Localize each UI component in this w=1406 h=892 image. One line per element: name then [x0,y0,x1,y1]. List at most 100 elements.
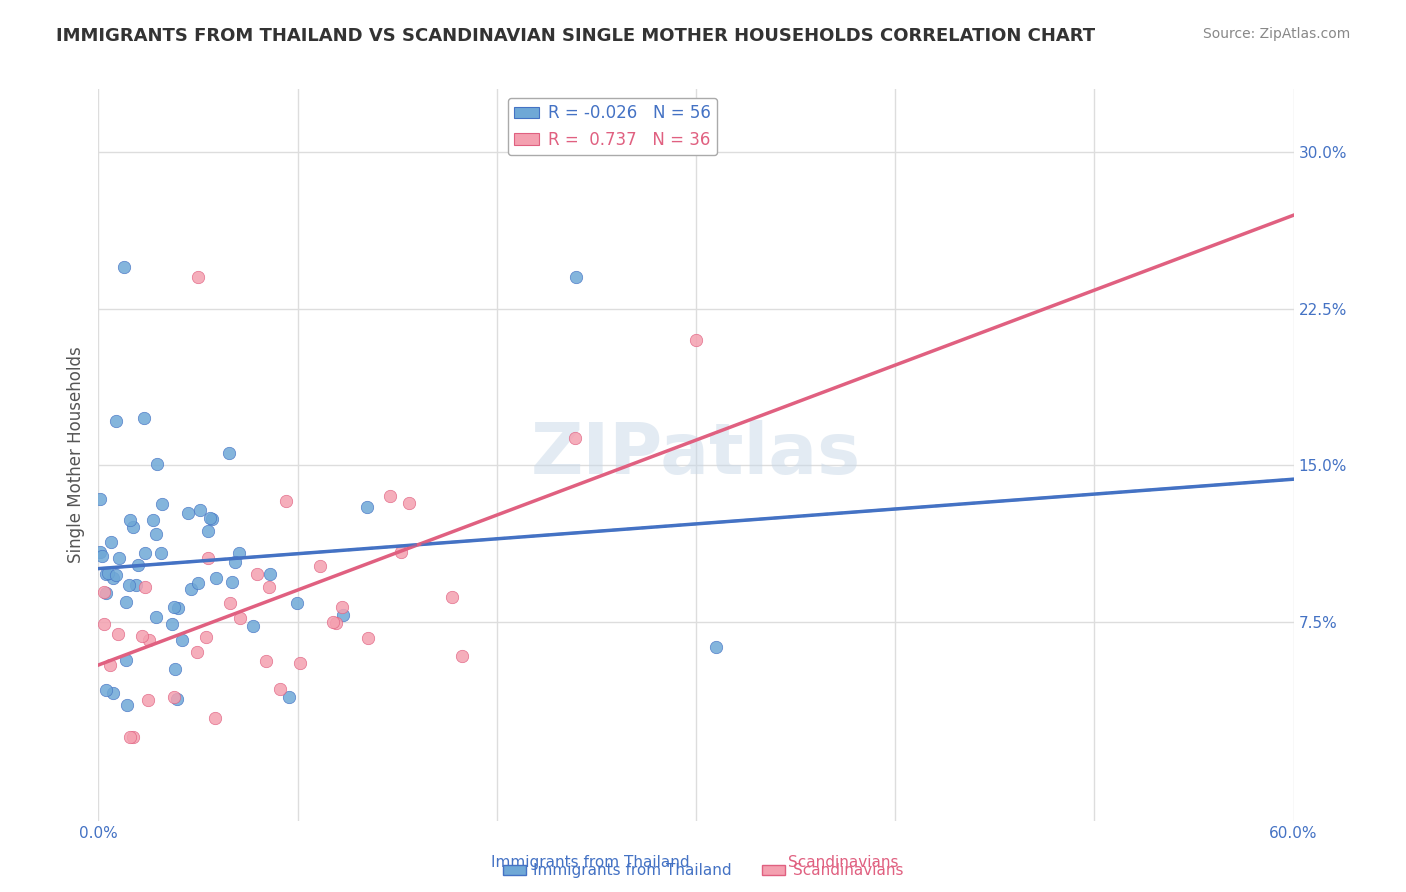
Point [89,492,111,507]
Point [163,662,186,676]
Point [166,692,188,706]
Point [398,496,420,510]
Point [254,654,277,668]
Point [93,616,115,631]
Point [107,626,129,640]
Point [167,601,190,615]
Point [197,524,219,539]
Text: IMMIGRANTS FROM THAILAND VS SCANDINAVIAN SINGLE MOTHER HOUSEHOLDS CORRELATION CH: IMMIGRANTS FROM THAILAND VS SCANDINAVIAN… [56,27,1095,45]
Point [278,690,301,704]
Point [187,576,209,591]
Point [201,511,224,525]
Point [105,414,128,428]
Point [101,571,124,585]
Point [564,431,586,445]
Point [89,545,111,559]
Point [146,457,169,471]
Point [149,546,172,560]
Point [186,644,208,658]
Point [378,489,401,503]
Point [274,494,297,508]
Point [100,534,122,549]
Point [330,600,353,615]
Point [105,567,128,582]
Point [221,575,243,590]
Point [115,653,138,667]
Point [269,681,291,696]
Point [145,609,167,624]
Point [115,594,138,608]
Point [94,586,117,600]
Point [91,549,114,564]
Point [218,445,240,459]
Point [122,520,145,534]
Point [118,513,141,527]
Point [145,527,167,541]
Point [704,640,727,655]
Point [124,578,146,592]
Point [325,615,347,630]
Point [134,546,156,560]
Point [132,410,155,425]
Point [565,270,588,285]
Point [160,616,183,631]
Point [93,584,115,599]
Point [115,698,138,712]
Point [322,615,344,629]
Point [107,551,129,566]
Point [180,582,202,597]
Point [204,711,226,725]
Legend: Immigrants from Thailand, Scandinavians: Immigrants from Thailand, Scandinavians [496,857,910,884]
Point [290,657,312,671]
Point [121,730,143,744]
Text: Immigrants from Thailand: Immigrants from Thailand [491,855,690,870]
Point [118,730,141,744]
Point [356,500,378,515]
Point [450,648,472,663]
Point [112,260,135,274]
Point [224,555,246,569]
Point [287,597,309,611]
Point [163,690,186,704]
Point [246,567,269,582]
Point [101,686,124,700]
Point [197,550,219,565]
Point [259,566,281,581]
Point [96,682,118,697]
Text: Source: ZipAtlas.com: Source: ZipAtlas.com [1202,27,1350,41]
Legend: R = -0.026   N = 56, R =  0.737   N = 36: R = -0.026 N = 56, R = 0.737 N = 36 [508,97,717,155]
Point [131,629,153,643]
Point [136,693,159,707]
Point [205,571,228,585]
Text: Scandinavians: Scandinavians [789,855,898,870]
Point [177,506,200,520]
Point [138,632,160,647]
Point [332,607,354,622]
Point [229,611,252,625]
Point [200,511,222,525]
Point [228,546,250,560]
Point [142,513,165,527]
Point [389,545,412,559]
Y-axis label: Single Mother Households: Single Mother Households [66,347,84,563]
Text: ZIPatlas: ZIPatlas [531,420,860,490]
Point [195,630,218,644]
Point [187,270,209,285]
Point [242,618,264,632]
Point [685,333,707,347]
Point [218,596,240,610]
Point [150,497,173,511]
Point [357,632,380,646]
Point [118,578,141,592]
Point [441,591,464,605]
Point [188,503,211,517]
Point [163,600,186,615]
Point [309,559,332,574]
Point [134,580,156,594]
Point [94,567,117,582]
Point [98,657,121,672]
Point [172,632,194,647]
Point [127,558,149,572]
Point [259,580,281,594]
Point [97,566,120,581]
